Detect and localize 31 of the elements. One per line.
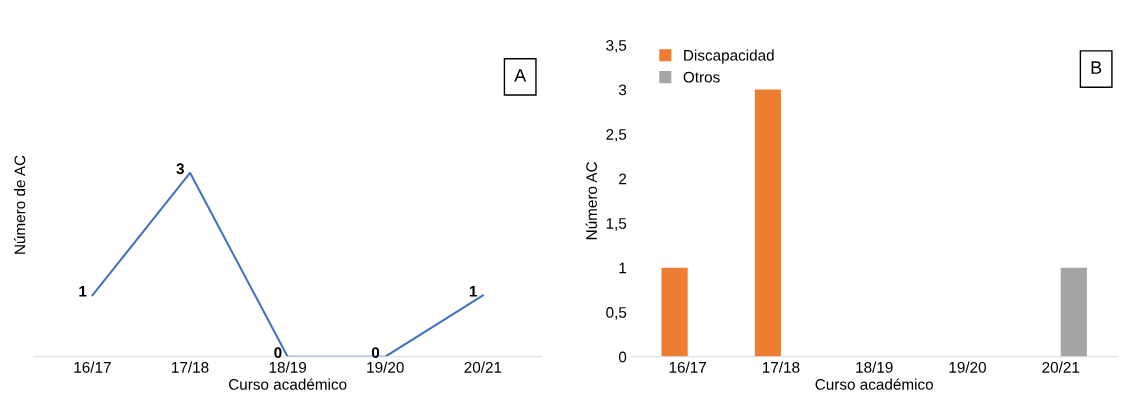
y-tick-label: 2 bbox=[619, 173, 627, 185]
data-label: 0 bbox=[371, 347, 380, 359]
x-tick-label: 18/19 bbox=[269, 361, 307, 373]
y-axis-title: Número de AC bbox=[13, 155, 26, 254]
x-tick-label: 20/21 bbox=[464, 361, 502, 373]
x-tick-label: 18/19 bbox=[856, 361, 893, 373]
data-label: 1 bbox=[469, 286, 477, 297]
x-tick-label: 16/17 bbox=[669, 361, 706, 373]
legend-label: Otros bbox=[683, 71, 720, 83]
data-label: 0 bbox=[274, 347, 282, 359]
y-axis-title: Número AC bbox=[585, 162, 598, 240]
annotation: B bbox=[1091, 61, 1102, 74]
y-tick-label: 3,5 bbox=[606, 39, 627, 53]
y-tick-label: 0 bbox=[618, 351, 627, 363]
y-tick-label: 1 bbox=[619, 262, 627, 274]
x-tick-label: 20/21 bbox=[1042, 361, 1080, 373]
data-label: 3 bbox=[176, 163, 184, 175]
x-axis-title: Curso académico bbox=[815, 378, 933, 390]
y-tick-label: 3 bbox=[618, 84, 627, 96]
x-tick-label: 17/18 bbox=[762, 361, 800, 373]
x-tick-label: 17/18 bbox=[172, 361, 209, 373]
data-label: 1 bbox=[79, 286, 87, 297]
legend-label: Discapacidad bbox=[684, 49, 774, 64]
x-tick-label: 19/20 bbox=[949, 361, 986, 373]
x-tick-label: 19/20 bbox=[367, 361, 404, 373]
y-tick-label: 0,5 bbox=[606, 307, 627, 320]
y-tick-label: 1,5 bbox=[606, 218, 627, 231]
y-tick-label: 2,5 bbox=[606, 129, 627, 142]
x-tick-label: 16/17 bbox=[74, 361, 111, 373]
x-axis-title: Curso académico bbox=[228, 378, 347, 390]
text: A bbox=[514, 69, 527, 82]
